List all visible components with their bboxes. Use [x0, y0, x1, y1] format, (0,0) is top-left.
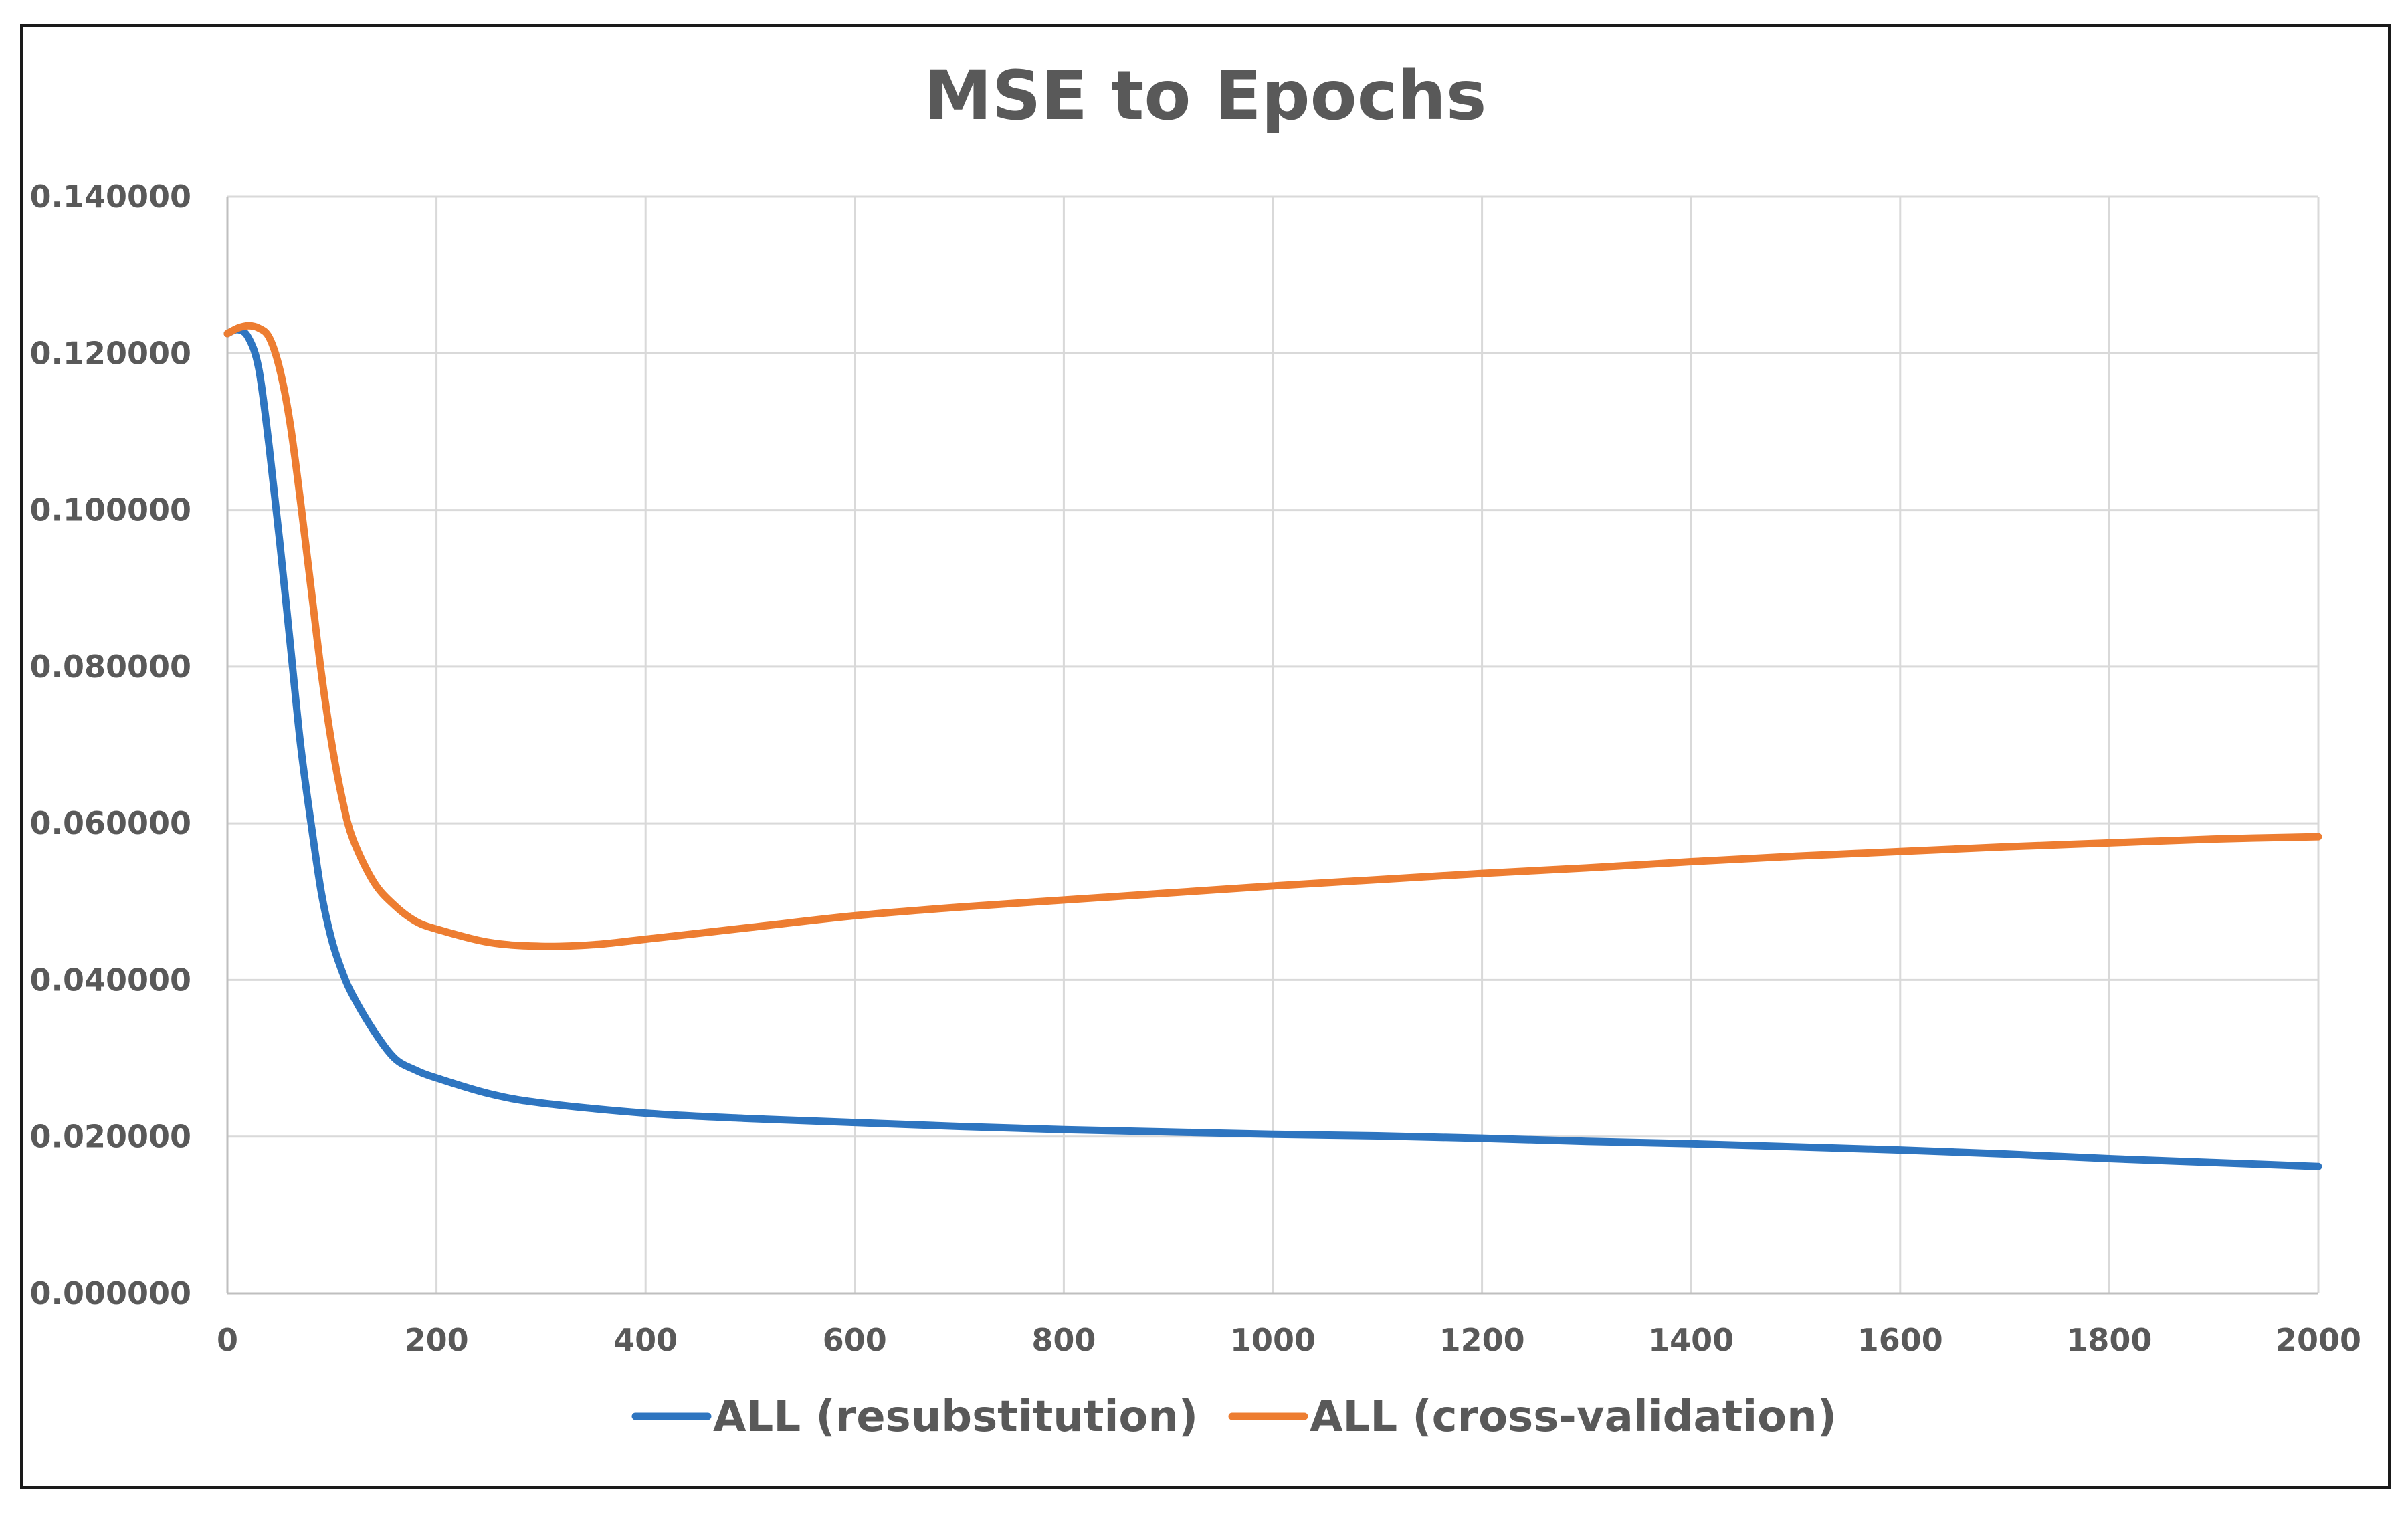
axes: 0.000000 0.020000 0.040000 0.060000 0.080000… — [29, 179, 2361, 1358]
y-tick-label: 0.080000 — [29, 649, 191, 685]
grid — [227, 195, 2320, 1293]
y-tick-label: 0.040000 — [29, 962, 191, 998]
x-tick-label: 400 — [613, 1322, 678, 1358]
legend-label: ALL (resubstitution) — [713, 1392, 1198, 1442]
chart-title: MSE to Epochs — [924, 56, 1486, 136]
series-line-cross-validation — [223, 322, 2322, 950]
x-tick-label: 1000 — [1230, 1322, 1316, 1358]
x-tick-label: 1400 — [1648, 1322, 1734, 1358]
x-tick-label: 1800 — [2066, 1322, 2152, 1358]
series-line-resubstitution — [223, 326, 2322, 1170]
y-tick-label: 0.060000 — [29, 805, 191, 841]
legend: ALL (resubstitution) ALL (cross-validatio… — [631, 1392, 1837, 1442]
series-layer — [223, 322, 2322, 1170]
x-tick-label: 2000 — [2276, 1322, 2361, 1358]
x-tick-label: 1200 — [1439, 1322, 1525, 1358]
x-tick-label: 800 — [1031, 1322, 1096, 1358]
legend-item-resubstitution: ALL (resubstitution) — [631, 1392, 1198, 1442]
legend-item-cross-validation: ALL (cross-validation) — [1228, 1392, 1837, 1442]
y-tick-label: 0.120000 — [29, 335, 191, 371]
x-tick-label: 0 — [217, 1322, 238, 1358]
x-tick-label: 1600 — [1858, 1322, 1943, 1358]
chart-frame: MSE to Epochs 0.000000 0.020000 0.040000 0.… — [20, 24, 2391, 1489]
y-tick-label: 0.020000 — [29, 1119, 191, 1155]
legend-label: ALL (cross-validation) — [1310, 1392, 1837, 1442]
x-tick-label: 600 — [823, 1322, 887, 1358]
x-tick-label: 200 — [405, 1322, 469, 1358]
y-tick-label: 0.100000 — [29, 492, 191, 528]
y-tick-label: 0.000000 — [29, 1275, 191, 1311]
y-tick-label: 0.140000 — [29, 179, 191, 215]
chart: MSE to Epochs 0.0000000.0200000.0400000.… — [29, 56, 2361, 1442]
